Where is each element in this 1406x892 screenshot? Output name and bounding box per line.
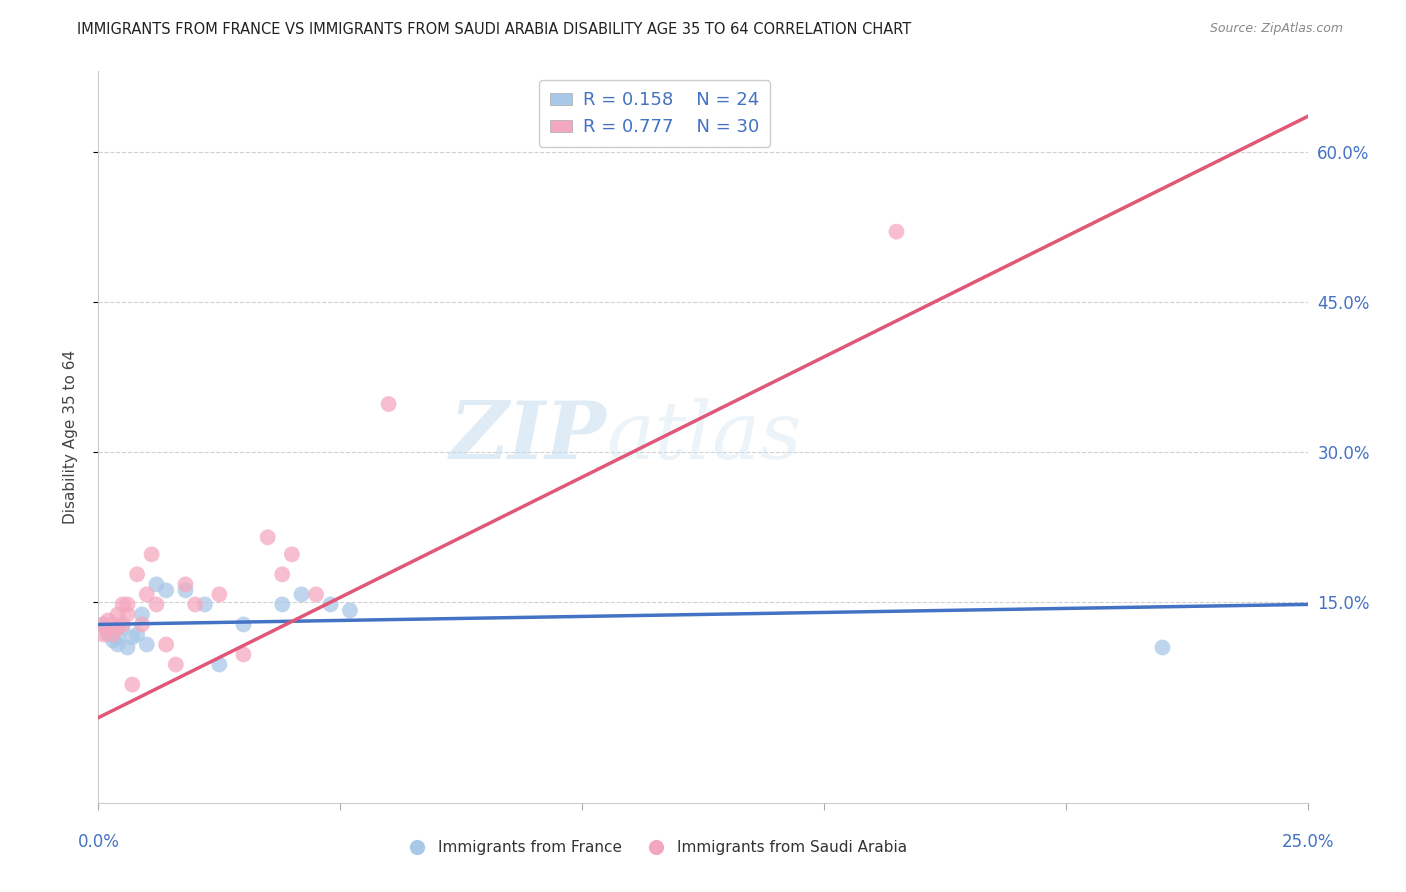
Point: [101, 633, 124, 648]
Point: [101, 625, 124, 640]
Point: [107, 638, 129, 652]
Point: [290, 587, 312, 601]
Point: [155, 583, 177, 598]
Point: [111, 617, 134, 632]
Point: [135, 587, 157, 601]
Point: [194, 598, 217, 612]
Point: [97, 627, 120, 641]
Point: [121, 631, 143, 645]
Point: [208, 657, 231, 672]
Point: [141, 547, 163, 561]
Text: IMMIGRANTS FROM FRANCE VS IMMIGRANTS FROM SAUDI ARABIA DISABILITY AGE 35 TO 64 C: IMMIGRANTS FROM FRANCE VS IMMIGRANTS FRO…: [77, 22, 911, 37]
Point: [305, 587, 328, 601]
Point: [121, 677, 143, 691]
Y-axis label: Disability Age 35 to 64: Disability Age 35 to 64: [63, 350, 77, 524]
Point: [91, 617, 114, 632]
Point: [256, 530, 278, 544]
Point: [91, 617, 114, 632]
Point: [97, 624, 120, 638]
Point: [1152, 640, 1174, 655]
Point: [111, 620, 134, 634]
Point: [232, 648, 254, 662]
Point: [127, 567, 149, 582]
Point: [155, 638, 177, 652]
Point: [281, 547, 304, 561]
Point: [91, 627, 114, 641]
Point: [145, 577, 167, 591]
Point: [101, 617, 124, 632]
Point: [165, 657, 187, 672]
Point: [131, 607, 153, 622]
Point: [111, 598, 134, 612]
Point: [339, 603, 361, 617]
Text: Source: ZipAtlas.com: Source: ZipAtlas.com: [1209, 22, 1343, 36]
Point: [131, 617, 153, 632]
Point: [377, 397, 399, 411]
Point: [174, 583, 197, 598]
Point: [184, 598, 207, 612]
Point: [135, 638, 157, 652]
Point: [886, 225, 908, 239]
Point: [145, 598, 167, 612]
Legend: Immigrants from France, Immigrants from Saudi Arabia: Immigrants from France, Immigrants from …: [395, 834, 914, 861]
Text: 25.0%: 25.0%: [1281, 833, 1334, 851]
Point: [319, 598, 342, 612]
Point: [271, 567, 294, 582]
Point: [117, 607, 139, 622]
Text: ZIP: ZIP: [450, 399, 606, 475]
Point: [232, 617, 254, 632]
Point: [97, 614, 120, 628]
Point: [97, 624, 120, 638]
Point: [107, 631, 129, 645]
Point: [107, 620, 129, 634]
Point: [107, 607, 129, 622]
Point: [271, 598, 294, 612]
Point: [101, 627, 124, 641]
Point: [208, 587, 231, 601]
Text: atlas: atlas: [606, 399, 801, 475]
Point: [117, 640, 139, 655]
Point: [174, 577, 197, 591]
Text: 0.0%: 0.0%: [77, 833, 120, 851]
Point: [117, 598, 139, 612]
Point: [127, 627, 149, 641]
